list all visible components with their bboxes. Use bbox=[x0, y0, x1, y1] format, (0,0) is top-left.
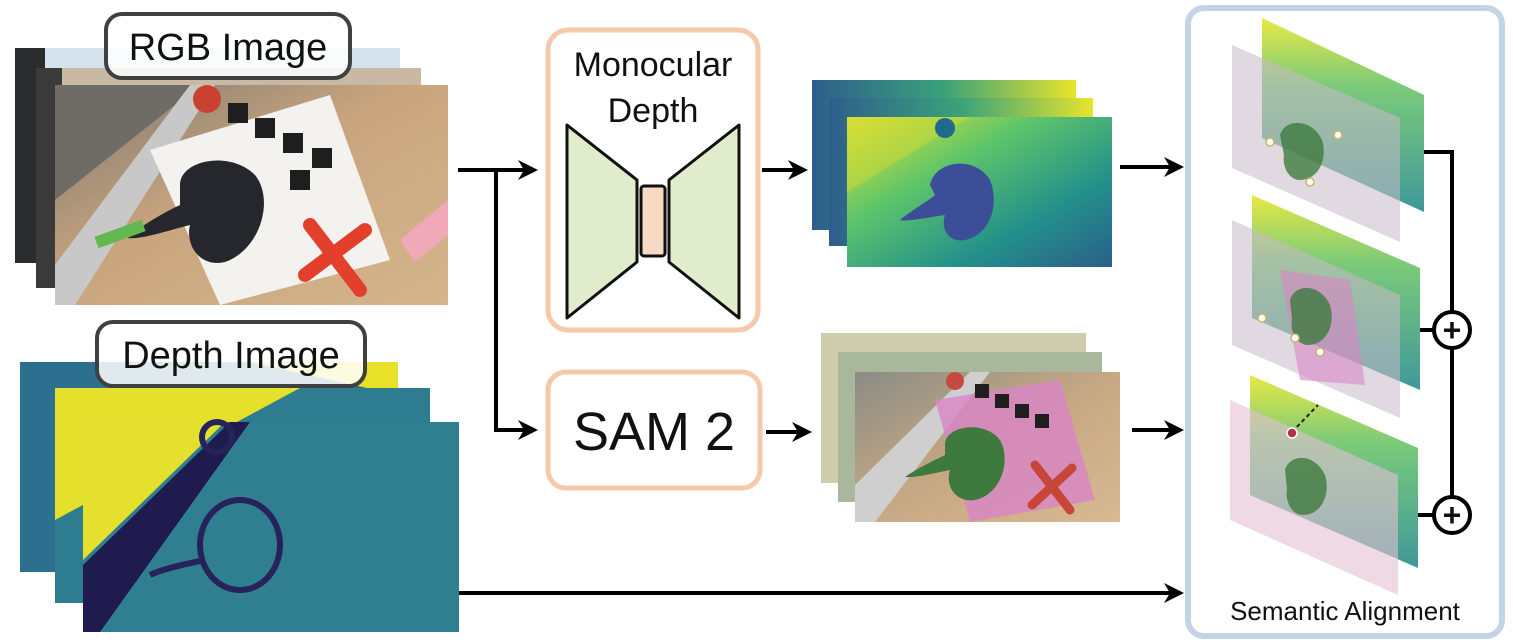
monocular-depth-module: Monocular Depth bbox=[545, 27, 761, 333]
depth-image-label: Depth Image bbox=[122, 335, 340, 377]
segmented-object bbox=[905, 427, 1005, 501]
aruco-markers bbox=[228, 103, 332, 190]
plus-symbol-2: + bbox=[1443, 497, 1462, 533]
sam2-module: SAM 2 bbox=[545, 369, 763, 491]
plus-circle-2: + bbox=[1432, 495, 1472, 535]
module-output-arrows bbox=[762, 160, 812, 442]
encoder-shape bbox=[565, 123, 639, 320]
plus-symbol-1: + bbox=[1443, 312, 1462, 348]
rgb-label-box: RGB Image bbox=[104, 12, 352, 80]
decoder-shape bbox=[667, 123, 741, 320]
depth-image-stack bbox=[20, 362, 459, 632]
arrows-rgb bbox=[458, 160, 538, 440]
depth-label-box: Depth Image bbox=[95, 320, 367, 388]
mono-depth-label-line2: Depth bbox=[608, 92, 699, 130]
segmentation-stack bbox=[821, 333, 1120, 522]
alignment-layer-group-3 bbox=[1230, 375, 1418, 595]
sam2-label: SAM 2 bbox=[573, 402, 735, 462]
semantic-alignment-panel: + + Semantic Alignment bbox=[1185, 5, 1505, 639]
combine-connectors bbox=[1418, 150, 1454, 517]
rgb-image-stack bbox=[15, 48, 448, 305]
bottleneck-shape bbox=[639, 184, 667, 258]
alignment-layer-group-1 bbox=[1232, 18, 1424, 242]
plus-circle-1: + bbox=[1432, 310, 1472, 350]
mono-depth-label-line1: Monocular bbox=[574, 46, 733, 84]
arrows-to-alignment bbox=[459, 157, 1184, 603]
alignment-layer-group-2 bbox=[1232, 195, 1420, 418]
semantic-alignment-label: Semantic Alignment bbox=[1230, 596, 1461, 626]
rgb-image-label: RGB Image bbox=[129, 27, 328, 69]
predicted-object bbox=[900, 163, 994, 241]
object-silhouette bbox=[128, 160, 264, 263]
predicted-depth-stack bbox=[812, 80, 1112, 267]
